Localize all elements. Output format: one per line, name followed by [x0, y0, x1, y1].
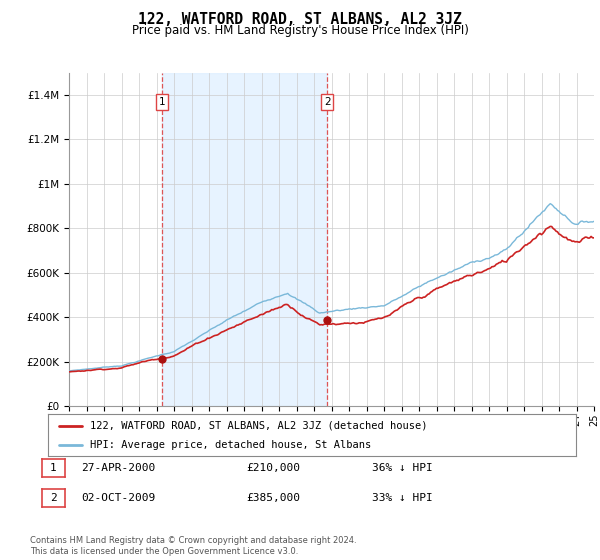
- Text: 33% ↓ HPI: 33% ↓ HPI: [372, 493, 433, 503]
- Text: 2: 2: [324, 97, 331, 106]
- Text: Price paid vs. HM Land Registry's House Price Index (HPI): Price paid vs. HM Land Registry's House …: [131, 24, 469, 37]
- Text: 122, WATFORD ROAD, ST ALBANS, AL2 3JZ: 122, WATFORD ROAD, ST ALBANS, AL2 3JZ: [138, 12, 462, 27]
- Text: 1: 1: [159, 97, 166, 106]
- Text: Contains HM Land Registry data © Crown copyright and database right 2024.
This d: Contains HM Land Registry data © Crown c…: [30, 536, 356, 556]
- Text: HPI: Average price, detached house, St Albans: HPI: Average price, detached house, St A…: [90, 440, 371, 450]
- Text: 1: 1: [50, 463, 57, 473]
- Text: £210,000: £210,000: [246, 463, 300, 473]
- Text: 27-APR-2000: 27-APR-2000: [81, 463, 155, 473]
- Text: £385,000: £385,000: [246, 493, 300, 503]
- Text: 02-OCT-2009: 02-OCT-2009: [81, 493, 155, 503]
- Text: 2: 2: [50, 493, 57, 503]
- Bar: [162, 73, 327, 406]
- Text: 122, WATFORD ROAD, ST ALBANS, AL2 3JZ (detached house): 122, WATFORD ROAD, ST ALBANS, AL2 3JZ (d…: [90, 421, 428, 431]
- Text: 36% ↓ HPI: 36% ↓ HPI: [372, 463, 433, 473]
